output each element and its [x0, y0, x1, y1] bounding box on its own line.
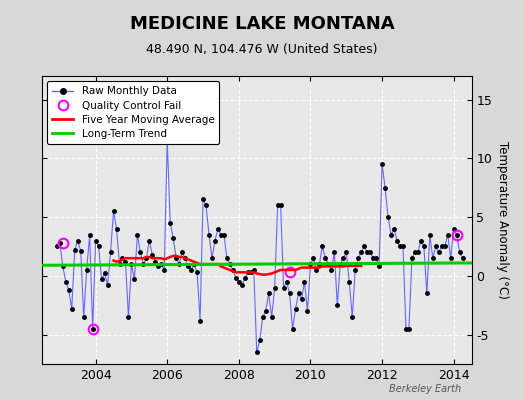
Text: MEDICINE LAKE MONTANA: MEDICINE LAKE MONTANA — [129, 15, 395, 33]
Legend: Raw Monthly Data, Quality Control Fail, Five Year Moving Average, Long-Term Tren: Raw Monthly Data, Quality Control Fail, … — [47, 81, 220, 144]
Text: 48.490 N, 104.476 W (United States): 48.490 N, 104.476 W (United States) — [146, 44, 378, 56]
Y-axis label: Temperature Anomaly (°C): Temperature Anomaly (°C) — [496, 141, 509, 299]
Text: Berkeley Earth: Berkeley Earth — [389, 384, 461, 394]
